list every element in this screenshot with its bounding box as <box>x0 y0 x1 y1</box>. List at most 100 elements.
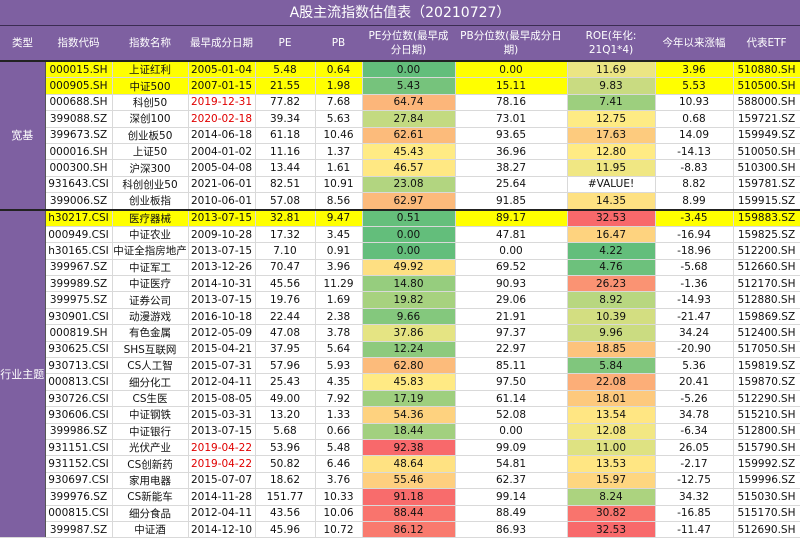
cell-pe: 82.51 <box>255 176 316 194</box>
cell-pb-pct: 91.85 <box>455 192 568 211</box>
cell-ytd: 26.05 <box>655 439 734 457</box>
cell-code: 930625.CSI <box>45 341 113 359</box>
table-row: 399967.SZ 中证军工 2013-12-26 70.47 3.96 49.92 69.… <box>0 259 800 277</box>
cell-pe-pct: 55.46 <box>362 472 456 490</box>
cell-pb: 5.64 <box>315 341 363 359</box>
cell-etf: 159949.SZ <box>733 127 800 144</box>
cell-pb: 10.06 <box>315 505 363 522</box>
header-pe: PE <box>255 26 315 62</box>
cell-name: 细分食品 <box>112 505 189 522</box>
cell-code: 000905.SH <box>45 77 113 95</box>
cell-ytd: -11.47 <box>655 521 734 538</box>
cell-roe: 17.63 <box>567 127 656 144</box>
cell-roe: 13.54 <box>567 406 656 424</box>
cell-date: 2007-01-15 <box>188 77 256 95</box>
cell-pb: 10.33 <box>315 488 363 506</box>
cell-date: 2015-07-31 <box>188 357 256 375</box>
cell-date: 2014-10-31 <box>188 275 256 293</box>
cell-pe-pct: 88.44 <box>362 505 456 522</box>
cell-name: SHS互联网 <box>112 341 189 359</box>
cell-pb: 9.47 <box>315 208 363 227</box>
cell-ytd: -16.85 <box>655 505 734 522</box>
cell-pb: 1.98 <box>315 77 363 95</box>
cell-pe: 57.96 <box>255 357 316 375</box>
cell-ytd: 34.24 <box>655 324 734 342</box>
cell-pe-pct: 62.97 <box>362 192 456 211</box>
cell-etf: 510300.SH <box>733 159 800 177</box>
cell-code: 000015.SH <box>45 61 113 79</box>
cell-roe: 32.53 <box>567 208 656 227</box>
header-code: 指数代码 <box>45 26 112 62</box>
cell-code: 399006.SZ <box>45 192 113 211</box>
cell-date: 2016-10-18 <box>188 308 256 326</box>
cell-code: 930713.CSI <box>45 357 113 375</box>
cell-pe-pct: 45.83 <box>362 373 456 391</box>
cell-etf: 512690.SH <box>733 521 800 538</box>
table-row: 931152.CSI CS创新药 2019-04-22 50.82 6.46 48.64 5… <box>0 455 800 473</box>
cell-date: 2005-04-08 <box>188 159 256 177</box>
cell-pb: 0.66 <box>315 423 363 440</box>
cell-ytd: -14.93 <box>655 291 734 309</box>
cell-pb-pct: 0.00 <box>455 61 568 79</box>
cell-pe: 22.44 <box>255 308 316 326</box>
cell-ytd: -1.36 <box>655 275 734 293</box>
cell-date: 2009-10-28 <box>188 226 256 244</box>
cell-code: 399088.SZ <box>45 110 113 128</box>
table-row: 000016.SH 上证50 2004-01-02 11.16 1.37 45.43 36.… <box>0 143 800 161</box>
table-row: 000688.SH 科创50 2019-12-31 77.82 7.68 64.74 78.… <box>0 94 800 112</box>
cell-roe: 5.84 <box>567 357 656 375</box>
cell-pb-pct: 61.14 <box>455 390 568 408</box>
cell-pb-pct: 62.37 <box>455 472 568 490</box>
header-pe-pct: PE分位数(最早成分日期) <box>362 26 455 62</box>
cell-pb-pct: 97.50 <box>455 373 568 391</box>
cell-roe: 9.83 <box>567 77 656 95</box>
cell-roe: 14.35 <box>567 192 656 211</box>
cell-ytd: 8.99 <box>655 192 734 211</box>
cell-date: 2019-04-22 <box>188 439 256 457</box>
cell-etf: 512290.SH <box>733 390 800 408</box>
cell-pe: 61.18 <box>255 127 316 144</box>
cell-name: 动漫游戏 <box>112 308 189 326</box>
header-type: 类型 <box>0 26 45 62</box>
cell-pb: 4.35 <box>315 373 363 391</box>
cell-pe: 5.48 <box>255 61 316 79</box>
cell-date: 2013-07-15 <box>188 423 256 440</box>
cell-code: h30217.CSI <box>45 208 113 227</box>
cell-name: 细分化工 <box>112 373 189 391</box>
cell-pe: 70.47 <box>255 259 316 277</box>
cell-pe-pct: 5.43 <box>362 77 456 95</box>
cell-roe: 11.00 <box>567 439 656 457</box>
cell-roe: 12.75 <box>567 110 656 128</box>
cell-name: 创业板指 <box>112 192 189 211</box>
cell-ytd: -21.47 <box>655 308 734 326</box>
cell-date: 2013-07-15 <box>188 208 256 227</box>
cell-pb: 1.69 <box>315 291 363 309</box>
cell-code: 399673.SZ <box>45 127 113 144</box>
table-row: 930713.CSI CS人工智 2015-07-31 57.96 5.93 62.80 8… <box>0 357 800 375</box>
cell-pe-pct: 12.24 <box>362 341 456 359</box>
cell-etf: 588000.SH <box>733 94 800 112</box>
cell-pb: 10.91 <box>315 176 363 194</box>
cell-etf: 515170.SH <box>733 505 800 522</box>
cell-etf: 517050.SH <box>733 341 800 359</box>
cell-pb-pct: 78.16 <box>455 94 568 112</box>
cell-ytd: 34.78 <box>655 406 734 424</box>
cell-pe-pct: 62.80 <box>362 357 456 375</box>
header-row: 类型 指数代码 指数名称 最早成分日期 PE PB PE分位数(最早成分日期) PB分位数(最… <box>0 26 800 62</box>
cell-roe: 30.82 <box>567 505 656 522</box>
cell-pb-pct: 0.00 <box>455 423 568 440</box>
cell-etf: 512880.SH <box>733 291 800 309</box>
cell-pe-pct: 19.82 <box>362 291 456 309</box>
cell-code: 399986.SZ <box>45 423 113 440</box>
cell-date: 2004-01-02 <box>188 143 256 161</box>
cell-pe: 45.56 <box>255 275 316 293</box>
cell-ytd: 3.96 <box>655 61 734 79</box>
cell-pb-pct: 73.01 <box>455 110 568 128</box>
cell-pe-pct: 0.00 <box>362 61 456 79</box>
cell-pb-pct: 97.37 <box>455 324 568 342</box>
cell-pb-pct: 52.08 <box>455 406 568 424</box>
cell-roe: 10.39 <box>567 308 656 326</box>
cell-name: CS新能车 <box>112 488 189 506</box>
cell-pb: 6.46 <box>315 455 363 473</box>
cell-date: 2020-02-18 <box>188 110 256 128</box>
